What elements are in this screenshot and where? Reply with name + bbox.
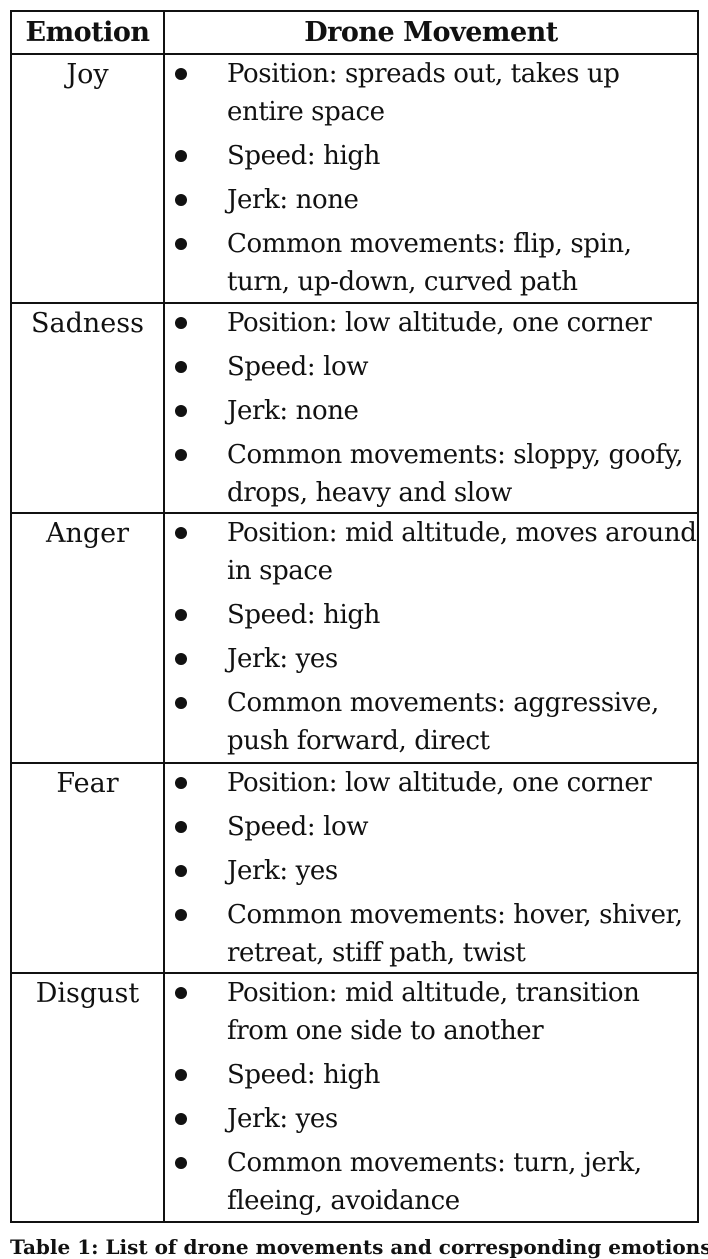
list-item-text: Position: spreads out, takes up entire s… — [227, 59, 620, 127]
list-item: Speed: low — [165, 348, 697, 386]
list-item-text: Jerk: none — [227, 185, 359, 215]
bullet-icon — [175, 449, 187, 461]
list-item: Jerk: none — [165, 181, 697, 219]
list-item: Speed: low — [165, 808, 697, 846]
header-row: Emotion Drone Movement — [10, 10, 699, 55]
bullet-icon — [175, 527, 187, 539]
list-item-text: Speed: low — [227, 352, 369, 382]
bullet-icon — [175, 1113, 187, 1125]
list-item-text: Speed: high — [227, 141, 380, 171]
movement-cell: Position: low altitude, one corner Speed… — [163, 302, 699, 514]
list-item: Position: low altitude, one corner — [165, 304, 697, 342]
list-item-text: Speed: low — [227, 812, 369, 842]
bullet-icon — [175, 609, 187, 621]
bullet-icon — [175, 1069, 187, 1081]
list-item-text: Jerk: yes — [227, 856, 338, 886]
list-item: Jerk: yes — [165, 1100, 697, 1138]
list-item: Jerk: yes — [165, 640, 697, 678]
table-row-anger: Anger Position: mid altitude, moves arou… — [10, 512, 699, 764]
list-item: Position: low altitude, one corner — [165, 764, 697, 802]
list-item: Position: mid altitude, transition from … — [165, 974, 697, 1050]
list-item: Position: spreads out, takes up entire s… — [165, 55, 697, 131]
list-item-text: Position: low altitude, one corner — [227, 308, 652, 338]
movement-cell: Position: mid altitude, moves around in … — [163, 512, 699, 764]
list-item-text: Speed: high — [227, 1060, 380, 1090]
header-drone-movement: Drone Movement — [163, 10, 699, 55]
bullet-icon — [175, 150, 187, 162]
bullet-icon — [175, 697, 187, 709]
header-emotion: Emotion — [10, 10, 165, 55]
list-item-text: Common movements: turn, jerk, fleeing, a… — [227, 1148, 642, 1216]
movement-list: Position: low altitude, one corner Speed… — [165, 304, 697, 512]
movement-list: Position: mid altitude, transition from … — [165, 974, 697, 1220]
list-item: Jerk: yes — [165, 852, 697, 890]
table-row-sadness: Sadness Position: low altitude, one corn… — [10, 302, 699, 514]
list-item: Common movements: aggressive, push forwa… — [165, 684, 697, 760]
emotion-cell: Joy — [10, 53, 165, 304]
bullet-icon — [175, 909, 187, 921]
list-item-text: Jerk: yes — [227, 644, 338, 674]
list-item: Common movements: sloppy, goofy, drops, … — [165, 436, 697, 512]
list-item-text: Common movements: flip, spin, turn, up-d… — [227, 229, 632, 297]
emotion-movement-table: Emotion Drone Movement Joy Position: spr… — [10, 10, 699, 1223]
bullet-icon — [175, 987, 187, 999]
movement-cell: Position: spreads out, takes up entire s… — [163, 53, 699, 304]
emotion-cell: Fear — [10, 762, 165, 974]
list-item-text: Speed: high — [227, 600, 380, 630]
movement-list: Position: spreads out, takes up entire s… — [165, 55, 697, 301]
bullet-icon — [175, 361, 187, 373]
table-row-fear: Fear Position: low altitude, one corner … — [10, 762, 699, 974]
list-item-text: Common movements: sloppy, goofy, drops, … — [227, 440, 684, 508]
list-item-text: Position: mid altitude, transition from … — [227, 978, 640, 1046]
list-item: Common movements: flip, spin, turn, up-d… — [165, 225, 697, 301]
emotion-cell: Anger — [10, 512, 165, 764]
list-item: Jerk: none — [165, 392, 697, 430]
list-item-text: Position: low altitude, one corner — [227, 768, 652, 798]
bullet-icon — [175, 653, 187, 665]
movement-cell: Position: mid altitude, transition from … — [163, 972, 699, 1223]
bullet-icon — [175, 777, 187, 789]
table-row-disgust: Disgust Position: mid altitude, transiti… — [10, 972, 699, 1223]
bullet-icon — [175, 194, 187, 206]
bullet-icon — [175, 405, 187, 417]
list-item-text: Common movements: aggressive, push forwa… — [227, 688, 659, 756]
movement-list: Position: mid altitude, moves around in … — [165, 514, 697, 760]
list-item: Common movements: turn, jerk, fleeing, a… — [165, 1144, 697, 1220]
list-item: Speed: high — [165, 137, 697, 175]
movement-cell: Position: low altitude, one corner Speed… — [163, 762, 699, 974]
movement-list: Position: low altitude, one corner Speed… — [165, 764, 697, 972]
list-item: Speed: high — [165, 596, 697, 634]
list-item-text: Jerk: none — [227, 396, 359, 426]
emotion-cell: Sadness — [10, 302, 165, 514]
list-item-text: Common movements: hover, shiver, retreat… — [227, 900, 683, 968]
bullet-icon — [175, 317, 187, 329]
list-item-text: Position: mid altitude, moves around in … — [227, 518, 697, 586]
bullet-icon — [175, 821, 187, 833]
list-item: Speed: high — [165, 1056, 697, 1094]
list-item-text: Jerk: yes — [227, 1104, 338, 1134]
table-row-joy: Joy Position: spreads out, takes up enti… — [10, 53, 699, 304]
emotion-cell: Disgust — [10, 972, 165, 1223]
list-item: Common movements: hover, shiver, retreat… — [165, 896, 697, 972]
list-item: Position: mid altitude, moves around in … — [165, 514, 697, 590]
table-caption: Table 1: List of drone movements and cor… — [10, 1235, 708, 1259]
bullet-icon — [175, 68, 187, 80]
bullet-icon — [175, 238, 187, 250]
bullet-icon — [175, 1157, 187, 1169]
bullet-icon — [175, 865, 187, 877]
